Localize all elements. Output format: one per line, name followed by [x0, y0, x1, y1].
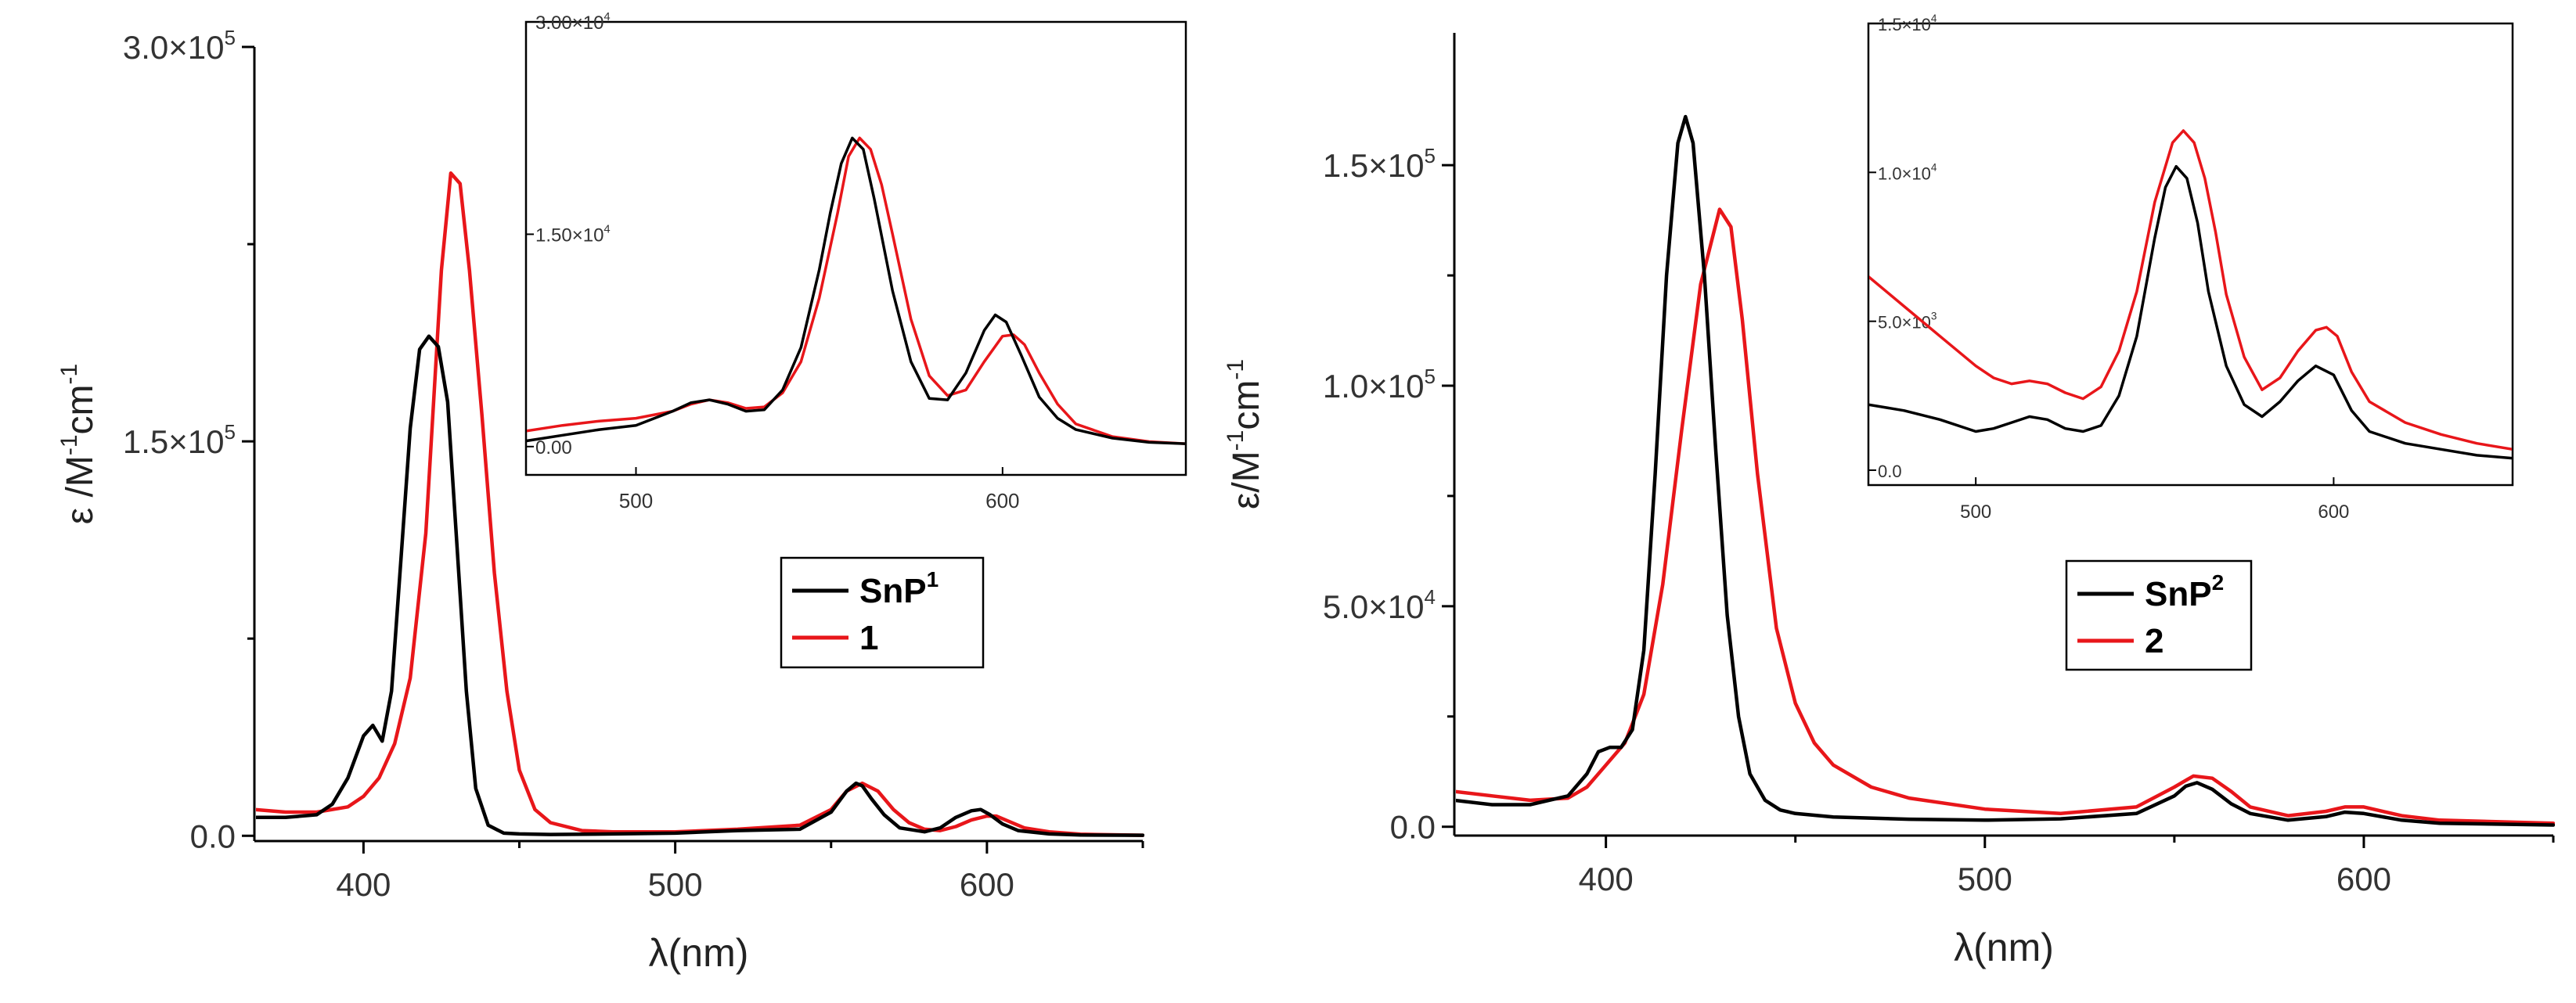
x-axis-title: λ(nm) [1954, 926, 2054, 969]
y-tick-mantissa: 0.0 [190, 818, 236, 854]
y-tick-label: 1.0×105 [1323, 365, 1436, 404]
legend-label-sup: 2 [2212, 570, 2225, 595]
y-tick-label: 1.5×105 [1323, 144, 1436, 184]
y-tick-label: 3.0×105 [123, 26, 236, 66]
legend-box [2065, 559, 2253, 671]
x-tick-label: 600 [2336, 861, 2391, 897]
panel-right: 400 500 6000.05.0×1041.0×1051.5×105λ(nm)ε/… [1223, 13, 2555, 969]
inset-x-tick-label: 600 [985, 489, 1019, 512]
inset-y-tick-mantissa: 3.00×10 [535, 13, 603, 34]
y-axis-title-mid: cm [1226, 380, 1267, 430]
x-tick-label: 500 [1958, 861, 2012, 897]
y-tick-mantissa: 1.5×10 [1323, 147, 1425, 184]
series-line-snp2 [1456, 114, 2555, 827]
y-tick-mantissa: 0.0 [1390, 809, 1436, 846]
inset-y-tick-label: 0.00 [535, 437, 572, 458]
y-tick-mantissa: 1.0×10 [1323, 368, 1425, 404]
x-axis-title: λ(nm) [649, 931, 749, 975]
inset-y-tick-mantissa: 1.5×10 [1878, 15, 1931, 34]
legend-label-sup: 1 [927, 567, 939, 591]
inset-y-tick-exponent: 4 [1931, 161, 1937, 173]
y-tick-exponent: 5 [225, 26, 236, 49]
inset-frame [524, 20, 1187, 476]
inset-series-line-snp1 [527, 136, 1185, 445]
legend-label: SnP1 [859, 567, 939, 610]
y-axis-title-exp2: -1 [56, 364, 82, 385]
y-axis-title: ε /M-1cm-1 [56, 364, 101, 524]
inset-y-tick-exponent: 4 [603, 11, 610, 23]
legend-label: 2 [2145, 622, 2163, 660]
y-axis-title-base: ε /M [59, 455, 101, 524]
inset-y-tick-label: 3.00×104 [535, 11, 611, 34]
y-tick-label: 1.5×105 [123, 420, 236, 460]
y-axis-title-exp2: -1 [1223, 359, 1248, 380]
inset-x-tick-label: 500 [619, 489, 653, 512]
y-tick-exponent: 5 [1425, 365, 1436, 388]
x-tick-label: 400 [1579, 861, 1634, 897]
y-tick-mantissa: 5.0×10 [1323, 588, 1425, 625]
y-axis-title-mid: cm [59, 384, 101, 434]
inset-series-line-2 [1869, 129, 2512, 451]
y-tick-exponent: 4 [1425, 585, 1436, 609]
inset-series-line-snp2 [1869, 164, 2512, 460]
y-axis-title-exp1: -1 [56, 434, 82, 455]
y-tick-mantissa: 1.5×10 [123, 423, 225, 460]
inset-y-tick-exponent: 4 [603, 223, 610, 235]
series-line-snp1 [256, 334, 1144, 837]
series-line-1 [256, 171, 1144, 837]
legend-label-name: SnP [2145, 575, 2212, 613]
legend-label: SnP2 [2145, 570, 2224, 613]
y-tick-exponent: 5 [1425, 144, 1436, 167]
y-tick-label: 0.0 [1390, 809, 1436, 846]
legend-box [780, 556, 985, 669]
inset-x-tick-label: 600 [2318, 501, 2349, 523]
y-axis-title-base: ε/M [1226, 451, 1267, 509]
x-tick-label: 400 [336, 866, 391, 903]
inset-x-tick-label: 500 [1960, 501, 1991, 523]
inset-y-tick-mantissa: 0.0 [1878, 462, 1902, 481]
y-tick-exponent: 5 [225, 420, 236, 444]
y-axis-title-exp1: -1 [1223, 430, 1248, 451]
inset-y-tick-mantissa: 1.50×10 [535, 225, 603, 246]
inset-y-tick-label: 1.0×104 [1878, 161, 1937, 183]
inset-y-tick-label: 0.0 [1878, 462, 1902, 481]
legend-label: 1 [859, 619, 878, 657]
y-axis-title: ε/M-1cm-1 [1223, 359, 1267, 509]
y-tick-mantissa: 3.0×10 [123, 29, 225, 66]
inset-frame [1867, 22, 2514, 487]
inset-y-tick-mantissa: 1.0×10 [1878, 164, 1931, 183]
inset-y-tick-label: 1.5×104 [1878, 13, 1937, 34]
legend-label-name: SnP [859, 572, 927, 610]
inset-y-tick-exponent: 4 [1931, 13, 1937, 24]
x-tick-label: 500 [648, 866, 703, 903]
legend-label-name: 2 [2145, 622, 2163, 660]
inset-y-tick-label: 1.50×104 [535, 223, 611, 246]
x-tick-label: 600 [960, 866, 1014, 903]
inset-y-tick-mantissa: 0.00 [535, 437, 572, 458]
inset-y-tick-exponent: 3 [1931, 311, 1937, 322]
y-tick-label: 5.0×104 [1323, 585, 1436, 625]
inset-y-tick-label: 5.0×103 [1878, 311, 1937, 333]
legend-label-name: 1 [859, 619, 878, 657]
y-tick-label: 0.0 [190, 818, 236, 854]
